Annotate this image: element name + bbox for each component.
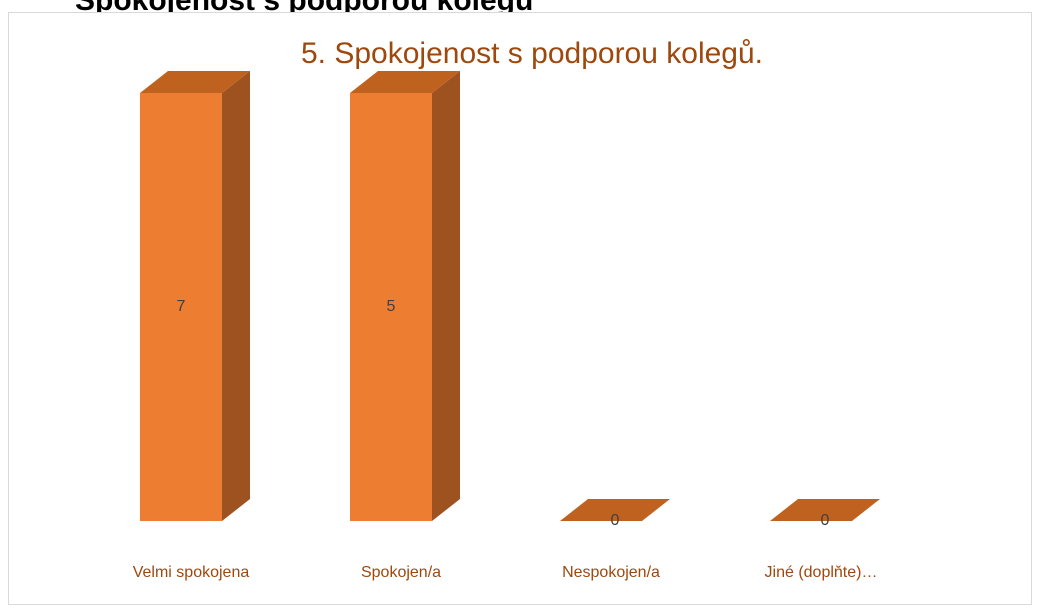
x-tick-label: Velmi spokojena <box>133 564 250 581</box>
bar <box>560 499 670 521</box>
data-label: 5 <box>387 298 396 315</box>
bar <box>770 499 880 521</box>
bar-front <box>350 93 432 521</box>
bar <box>140 71 250 521</box>
data-label: 0 <box>611 512 620 529</box>
x-tick-label: Spokojen/a <box>361 564 441 581</box>
chart-title: 5. Spokojenost s podporou kolegů. <box>301 37 763 70</box>
bar-side <box>222 71 250 521</box>
x-tick-label: Jiné (doplňte)… <box>765 564 878 581</box>
bar <box>350 71 460 521</box>
bar-front <box>140 93 222 521</box>
x-tick-label: Nespokojen/a <box>562 564 660 581</box>
data-label: 7 <box>177 298 186 315</box>
bar-top <box>140 71 250 93</box>
bar-top <box>350 71 460 93</box>
bar-top <box>560 499 670 521</box>
bar-top <box>770 499 880 521</box>
bar-side <box>432 71 460 521</box>
data-label: 0 <box>821 512 830 529</box>
